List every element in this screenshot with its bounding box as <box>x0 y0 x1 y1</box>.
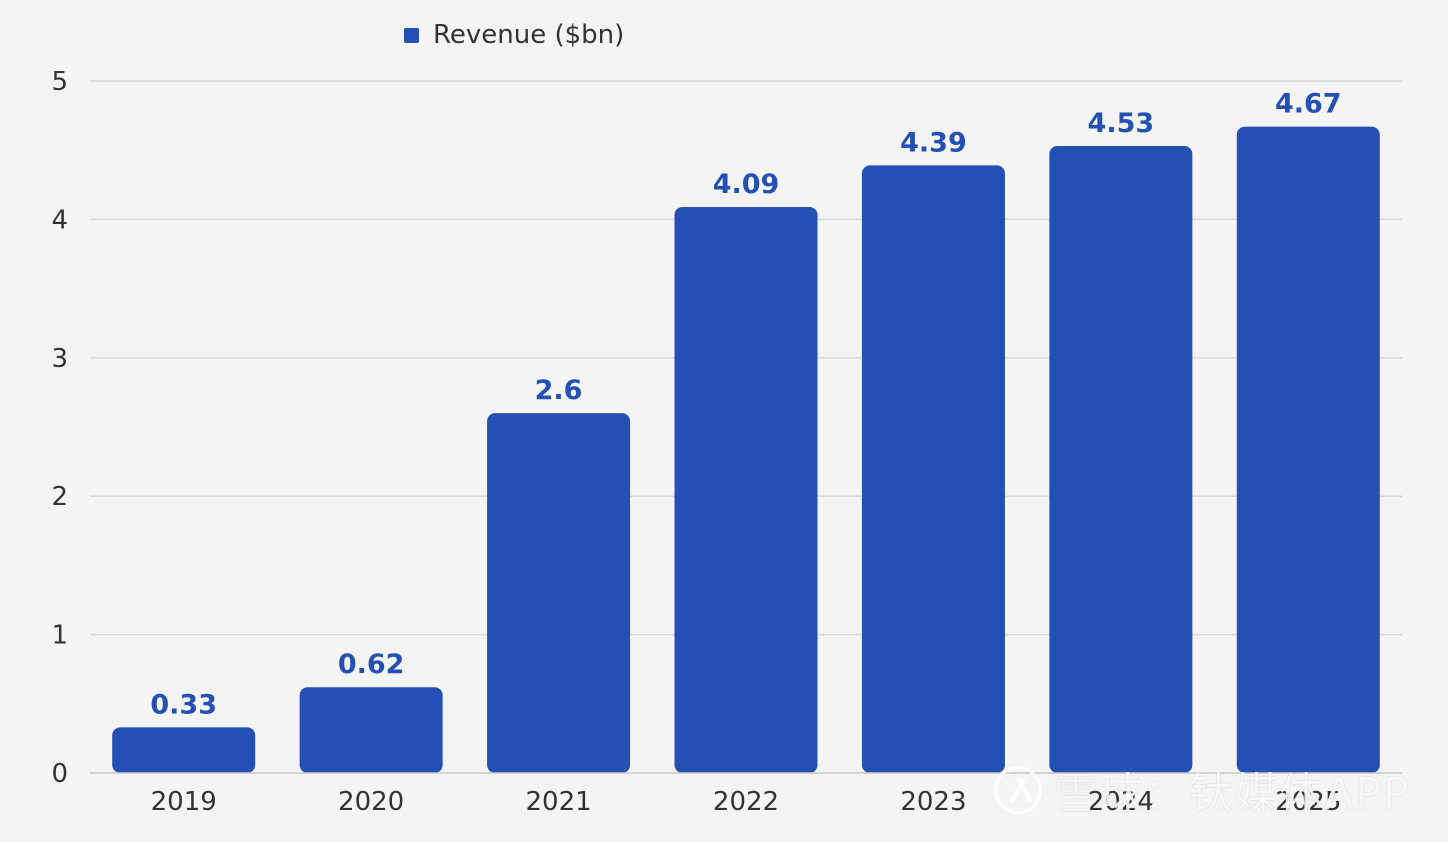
legend-color-swatch-icon <box>404 27 419 43</box>
bar-2022 <box>674 206 818 774</box>
x-tick-label-2020: 2020 <box>338 787 404 817</box>
chart-legend: Revenue ($bn) <box>404 16 624 54</box>
bar-2023 <box>861 165 1005 773</box>
x-tick-label-2024: 2024 <box>1088 787 1154 817</box>
x-tick-label-2022: 2022 <box>713 787 779 817</box>
x-tick-label-2025: 2025 <box>1275 787 1341 817</box>
data-label-2019: 0.33 <box>150 689 217 720</box>
data-label-2020: 0.62 <box>338 649 405 680</box>
bar-layer <box>112 126 1380 774</box>
y-tick-label-5: 5 <box>51 67 68 97</box>
data-label-2023: 4.39 <box>900 127 967 158</box>
y-tick-label-2: 2 <box>51 482 68 512</box>
y-tick-label-1: 1 <box>51 621 68 651</box>
x-tick-label-2023: 2023 <box>900 787 966 817</box>
bar-2020 <box>299 687 443 773</box>
y-tick-label-4: 4 <box>51 205 68 235</box>
data-label-2025: 4.67 <box>1275 89 1342 120</box>
axis-layer: 0 1 2 3 4 5 2019 2020 2021 2022 2023 2024 2025 <box>51 67 1402 817</box>
x-tick-label-2021: 2021 <box>525 787 591 817</box>
y-tick-label-0: 0 <box>51 759 68 789</box>
bar-2024 <box>1049 146 1193 774</box>
bar-2025 <box>1236 126 1380 773</box>
data-label-2024: 4.53 <box>1088 108 1155 139</box>
data-label-2022: 4.09 <box>713 169 780 200</box>
y-tick-label-3: 3 <box>51 344 68 374</box>
data-label-2021: 2.6 <box>535 375 583 406</box>
bar-2021 <box>487 413 631 773</box>
legend-label: Revenue ($bn) <box>433 20 625 50</box>
bar-2019 <box>112 727 256 773</box>
x-tick-label-2019: 2019 <box>151 787 217 817</box>
label-layer: 0.33 0.62 2.6 4.09 4.39 4.53 4.67 <box>150 89 1341 721</box>
